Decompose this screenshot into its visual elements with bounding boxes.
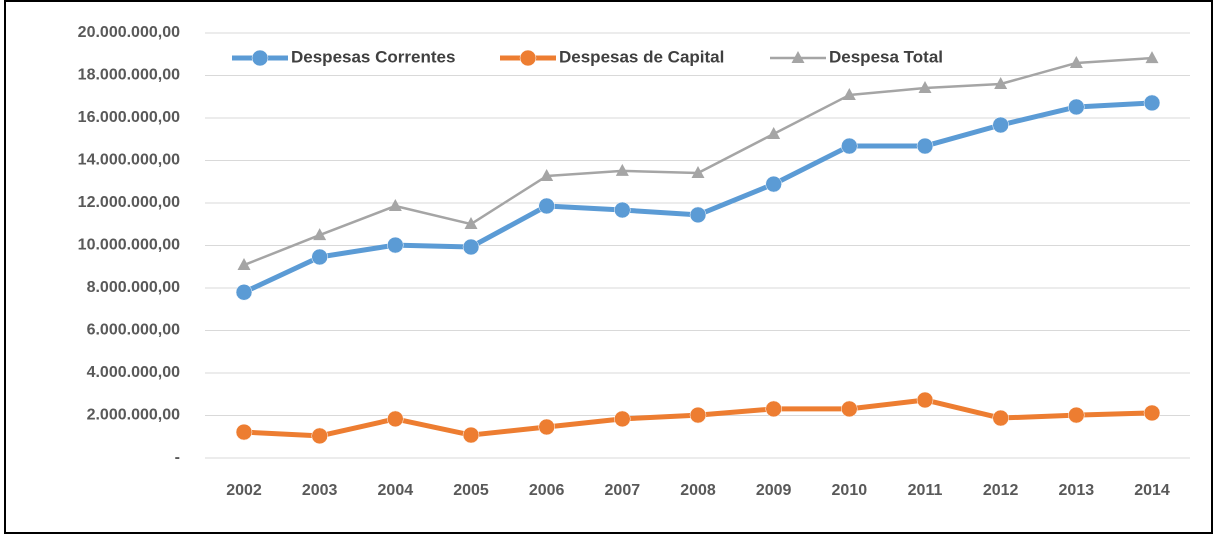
data-point [1145, 51, 1159, 64]
x-tick-label: 2012 [983, 482, 1019, 499]
data-point [1069, 55, 1083, 68]
data-point [462, 238, 480, 256]
y-tick-label: - [175, 449, 180, 466]
y-tick-label: 12.000.000,00 [78, 194, 180, 211]
data-point [311, 427, 328, 445]
legend-label: Despesa Total [829, 47, 943, 66]
legend-label: Despesas de Capital [559, 47, 724, 66]
data-point [387, 236, 404, 254]
data-point [311, 248, 328, 266]
data-point [765, 175, 782, 193]
x-tick-label: 2014 [1134, 482, 1170, 499]
data-point [841, 400, 858, 418]
data-point [1068, 406, 1085, 424]
data-point [918, 81, 932, 94]
y-tick-label: 6.000.000,00 [87, 322, 181, 339]
x-tick-label: 2002 [226, 482, 262, 499]
x-tick-label: 2010 [832, 482, 868, 499]
data-point [235, 284, 253, 301]
data-point [237, 258, 251, 271]
data-point [464, 217, 478, 230]
data-point [388, 198, 402, 211]
x-tick-label: 2007 [605, 482, 641, 499]
data-point [842, 88, 856, 101]
x-tick-label: 2005 [453, 482, 489, 499]
y-tick-label: 2.000.000,00 [87, 407, 181, 424]
data-point [1143, 404, 1161, 422]
x-tick-label: 2004 [378, 482, 414, 499]
data-point [689, 206, 707, 224]
y-tick-label: 14.000.000,00 [78, 152, 180, 169]
data-point [538, 197, 555, 215]
data-point [1068, 98, 1085, 116]
y-tick-label: 16.000.000,00 [78, 109, 180, 126]
data-point [462, 426, 480, 444]
data-point [994, 77, 1008, 89]
y-tick-label: 10.000.000,00 [78, 237, 180, 254]
data-point [313, 228, 327, 241]
x-tick-label: 2008 [680, 482, 716, 499]
data-point [615, 163, 629, 176]
data-point [916, 391, 934, 409]
data-point [387, 410, 404, 428]
data-point [992, 409, 1009, 427]
legend-marker [251, 49, 269, 67]
legend-marker [791, 51, 805, 63]
y-tick-label: 18.000.000,00 [78, 67, 180, 84]
data-point [691, 166, 705, 179]
data-point [538, 418, 555, 436]
data-point [614, 410, 631, 428]
x-tick-label: 2006 [529, 482, 565, 499]
x-tick-label: 2011 [908, 482, 943, 499]
data-point [614, 201, 631, 219]
data-point [841, 137, 858, 155]
y-tick-label: 20.000.000,00 [78, 24, 180, 41]
x-tick-label: 2003 [302, 482, 338, 499]
chart-frame [4, 0, 1213, 534]
y-tick-label: 8.000.000,00 [87, 279, 181, 296]
data-point [767, 126, 781, 139]
data-point [540, 169, 554, 182]
legend-label: Despesas Correntes [291, 47, 455, 66]
data-point [765, 400, 782, 418]
data-point [235, 423, 253, 441]
legend-marker [519, 49, 537, 67]
data-point [916, 137, 934, 155]
x-tick-label: 2013 [1059, 482, 1095, 499]
data-point [1143, 94, 1161, 112]
data-point [689, 406, 707, 424]
x-tick-label: 2009 [756, 482, 792, 499]
y-tick-label: 4.000.000,00 [87, 364, 181, 381]
data-point [992, 116, 1009, 134]
